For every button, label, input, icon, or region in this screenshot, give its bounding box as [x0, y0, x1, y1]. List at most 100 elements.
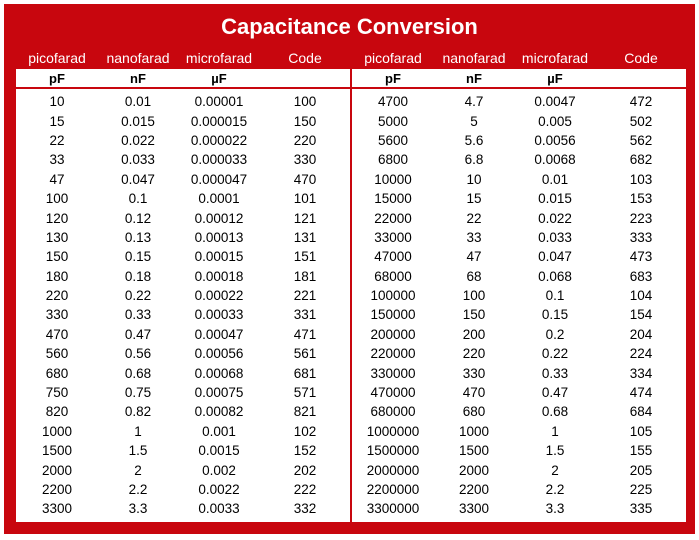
table-row: 680 0.68 0.00068 681 — [16, 363, 350, 382]
cell-microfarad: 0.000047 — [190, 171, 248, 187]
cell-picofarad: 2200 — [41, 482, 73, 497]
cell-microfarad: 0.00012 — [194, 210, 244, 226]
cell-nanofarad: 0.82 — [124, 404, 152, 420]
cell-microfarad: 0.00082 — [194, 404, 244, 420]
table-row: 150000 150 0.15 154 — [352, 305, 686, 324]
cell-microfarad: 0.0033 — [198, 501, 240, 517]
table-row: 5000 5 0.005 502 — [352, 111, 686, 130]
table-row: 2000000 2000 2 205 — [352, 460, 686, 479]
cell-code: 571 — [293, 385, 317, 401]
unit-row: pF nF µF — [16, 69, 350, 89]
table-row: 100 0.1 0.0001 101 — [16, 189, 350, 208]
cell-microfarad: 0.000015 — [190, 113, 248, 129]
table-row: 47 0.047 0.000047 470 — [16, 170, 350, 189]
cell-microfarad: 0.00056 — [194, 346, 244, 362]
cell-microfarad: 0.022 — [538, 210, 572, 226]
cell-microfarad: 0.00022 — [194, 288, 244, 304]
cell-code: 225 — [629, 482, 653, 497]
cell-picofarad: 220000 — [370, 346, 416, 362]
cell-picofarad: 10 — [49, 94, 65, 110]
cell-code: 105 — [629, 423, 653, 439]
table-row: 680000 680 0.68 684 — [352, 402, 686, 421]
cell-picofarad: 10000 — [374, 171, 412, 187]
table-row: 470 0.47 0.00047 471 — [16, 325, 350, 344]
table-row: 2000 2 0.002 202 — [16, 460, 350, 479]
cell-nanofarad: 150 — [462, 307, 486, 323]
table-row: 220 0.22 0.00022 221 — [16, 286, 350, 305]
cell-microfarad: 0.15 — [541, 307, 569, 323]
cell-microfarad: 0.2 — [545, 326, 565, 342]
cell-picofarad: 4700 — [377, 94, 409, 110]
cell-code: 221 — [293, 288, 317, 304]
cell-picofarad: 150000 — [370, 307, 416, 323]
cell-code: 151 — [293, 249, 317, 265]
cell-code: 223 — [629, 210, 653, 226]
table-row: 22000 22 0.022 223 — [352, 208, 686, 227]
table-row: 5600 5.6 0.0056 562 — [352, 131, 686, 150]
cell-microfarad: 3.3 — [545, 501, 565, 517]
table-body: 10 0.01 0.00001 100 15 0.015 0.000015 150 22 0.02… — [16, 89, 350, 522]
cell-nanofarad: 0.1 — [128, 191, 148, 207]
cell-picofarad: 120 — [45, 210, 69, 226]
cell-microfarad: 0.00068 — [194, 365, 244, 381]
table-row: 1000000 1000 1 105 — [352, 422, 686, 441]
table-left: picofarad nanofarad microfarad Code pF n… — [16, 47, 350, 522]
cell-microfarad: 0.033 — [538, 229, 572, 245]
header-nanofarad: nanofarad — [106, 50, 170, 66]
unit-uf: µF — [211, 70, 227, 86]
cell-microfarad: 0.002 — [202, 462, 236, 478]
cell-picofarad: 5600 — [377, 132, 409, 148]
cell-nanofarad: 1500 — [458, 443, 490, 459]
cell-picofarad: 47 — [49, 171, 65, 187]
cell-microfarad: 1 — [551, 423, 559, 439]
cell-code: 154 — [629, 307, 653, 323]
cell-microfarad: 0.00018 — [194, 268, 244, 284]
header-picofarad: picofarad — [28, 50, 86, 66]
header-code: Code — [288, 50, 322, 66]
cell-picofarad: 1500 — [41, 443, 73, 459]
cell-code: 102 — [293, 423, 317, 439]
cell-code: 220 — [293, 132, 317, 148]
unit-nf: nF — [466, 70, 482, 86]
cell-nanofarad: 0.75 — [124, 385, 152, 401]
cell-nanofarad: 0.56 — [124, 346, 152, 362]
cell-nanofarad: 22 — [466, 210, 482, 226]
table-row: 15000 15 0.015 153 — [352, 189, 686, 208]
table-row: 15 0.015 0.000015 150 — [16, 111, 350, 130]
cell-code: 150 — [293, 113, 317, 129]
cell-nanofarad: 15 — [466, 191, 482, 207]
cell-code: 471 — [293, 326, 317, 342]
table-row: 820 0.82 0.00082 821 — [16, 402, 350, 421]
cell-picofarad: 1000000 — [366, 423, 420, 439]
table-row: 100000 100 0.1 104 — [352, 286, 686, 305]
cell-picofarad: 15000 — [374, 191, 412, 207]
cell-microfarad: 0.0068 — [534, 152, 576, 168]
cell-code: 152 — [293, 443, 317, 459]
conversion-chart-frame: Capacitance Conversion picofarad nanofar… — [4, 4, 695, 534]
table-right: picofarad nanofarad microfarad Code pF n… — [352, 47, 686, 522]
cell-nanofarad: 4.7 — [464, 94, 484, 110]
cell-picofarad: 2000000 — [366, 462, 420, 478]
cell-microfarad: 0.015 — [538, 191, 572, 207]
cell-nanofarad: 2.2 — [128, 482, 148, 497]
cell-picofarad: 680000 — [370, 404, 416, 420]
cell-nanofarad: 0.15 — [124, 249, 152, 265]
cell-code: 103 — [629, 171, 653, 187]
cell-code: 100 — [293, 94, 317, 110]
cell-picofarad: 5000 — [377, 113, 409, 129]
cell-picofarad: 220 — [45, 288, 69, 304]
cell-code: 684 — [629, 404, 653, 420]
cell-picofarad: 130 — [45, 229, 69, 245]
cell-nanofarad: 220 — [462, 346, 486, 362]
cell-code: 153 — [629, 191, 653, 207]
cell-nanofarad: 6.8 — [464, 152, 484, 168]
unit-uf: µF — [547, 70, 563, 86]
cell-microfarad: 0.0047 — [534, 94, 576, 110]
cell-nanofarad: 470 — [462, 385, 486, 401]
cell-microfarad: 0.0056 — [534, 132, 576, 148]
header-microfarad: microfarad — [185, 50, 253, 66]
cell-microfarad: 0.068 — [538, 268, 572, 284]
cell-nanofarad: 0.022 — [121, 132, 155, 148]
cell-code: 222 — [293, 482, 317, 497]
cell-nanofarad: 0.18 — [124, 268, 152, 284]
